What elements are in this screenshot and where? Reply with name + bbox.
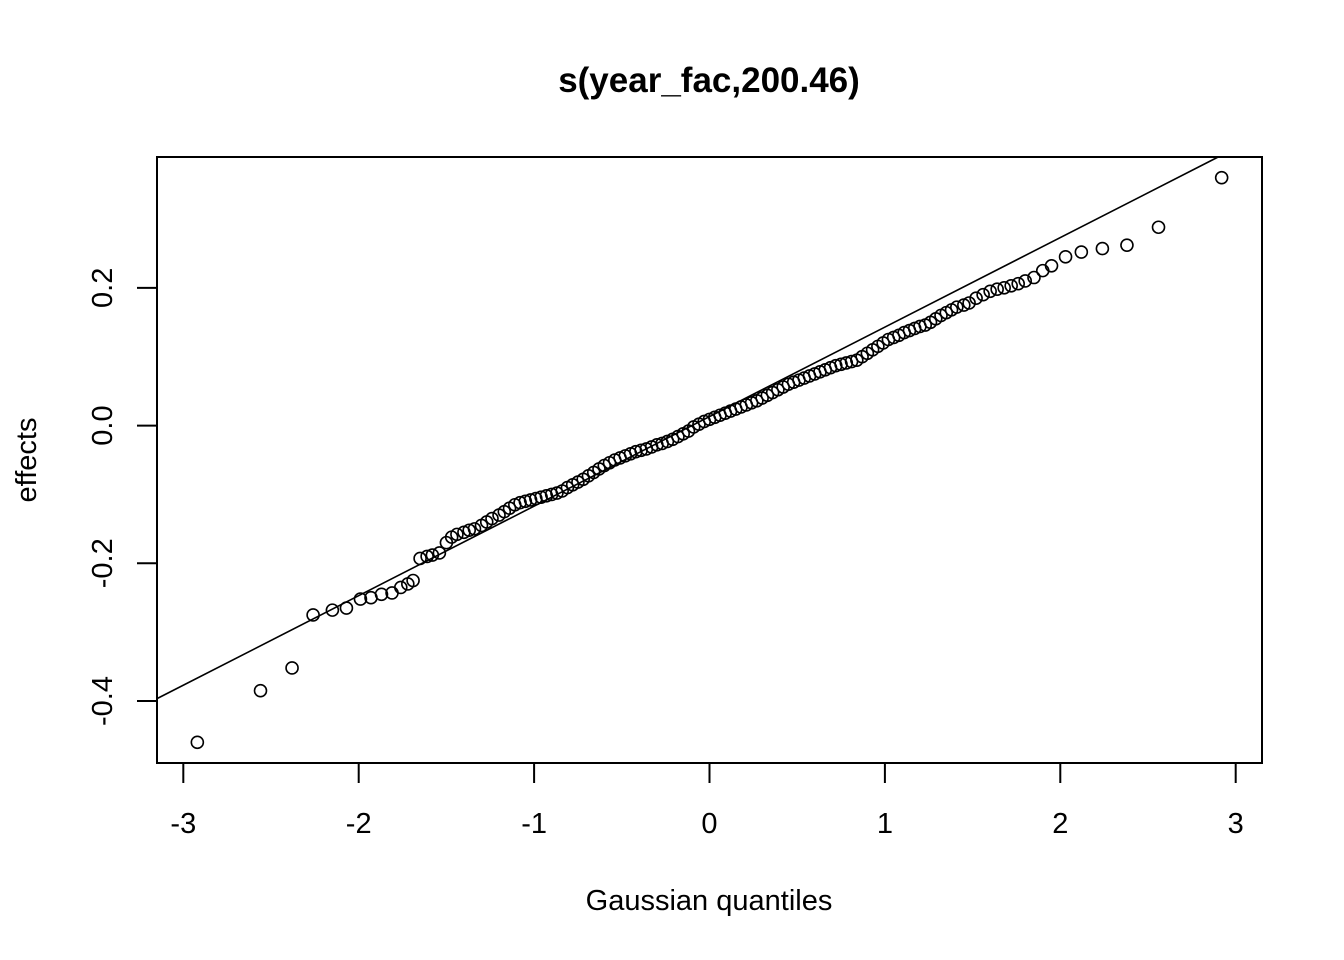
x-axis-label: Gaussian quantiles: [586, 885, 833, 917]
data-point: [1214, 170, 1229, 185]
data-point: [406, 573, 420, 588]
x-tick-label: -1: [521, 808, 547, 840]
data-point: [1004, 278, 1018, 293]
data-point: [997, 281, 1011, 295]
y-tick-label: -0.2: [87, 538, 119, 588]
x-tick-label: -3: [170, 808, 196, 840]
data-point: [253, 683, 268, 698]
y-axis-label: effects: [11, 418, 43, 503]
chart-title: s(year_fac,200.46): [558, 61, 860, 100]
data-point: [485, 511, 499, 526]
x-tick-label: 2: [1052, 808, 1068, 840]
data-point: [1151, 220, 1166, 235]
data-point: [432, 546, 447, 560]
data-point: [1018, 274, 1033, 288]
data-point: [325, 603, 340, 617]
y-tick-label: 0.0: [87, 405, 119, 445]
x-axis: -3 -2 -1 0 1 2 3: [170, 762, 1244, 840]
data-point: [1011, 276, 1025, 291]
data-point: [306, 608, 320, 622]
data-point: [467, 522, 482, 536]
x-tick-label: 3: [1228, 808, 1244, 840]
data-point: [990, 282, 1004, 297]
y-tick-label: -0.4: [87, 676, 119, 726]
data-point: [976, 287, 990, 302]
data-point: [190, 735, 205, 750]
data-point: [394, 580, 408, 595]
data-point: [450, 527, 464, 542]
data-point: [420, 549, 434, 564]
data-point: [950, 300, 964, 314]
data-point: [1044, 259, 1059, 273]
data-point: [1058, 250, 1073, 264]
data-point: [1027, 270, 1041, 285]
data-point: [983, 284, 997, 299]
y-tick-label: 0.2: [87, 268, 119, 308]
data-point: [339, 601, 354, 615]
y-axis: -0.4 -0.2 0.0 0.2: [87, 268, 158, 726]
data-point: [1095, 241, 1110, 256]
data-point: [1120, 238, 1134, 252]
x-tick-label: 0: [701, 808, 717, 840]
data-point: [969, 291, 983, 305]
data-point: [462, 523, 477, 538]
data-point: [962, 296, 976, 310]
points-layer: [190, 170, 1229, 750]
data-point: [1074, 245, 1089, 259]
data-point: [285, 661, 299, 675]
data-point: [374, 587, 389, 602]
x-tick-label: 1: [877, 808, 893, 840]
data-point: [353, 592, 368, 606]
data-point: [425, 548, 440, 562]
x-tick-label: -2: [346, 808, 372, 840]
data-point: [413, 551, 427, 566]
